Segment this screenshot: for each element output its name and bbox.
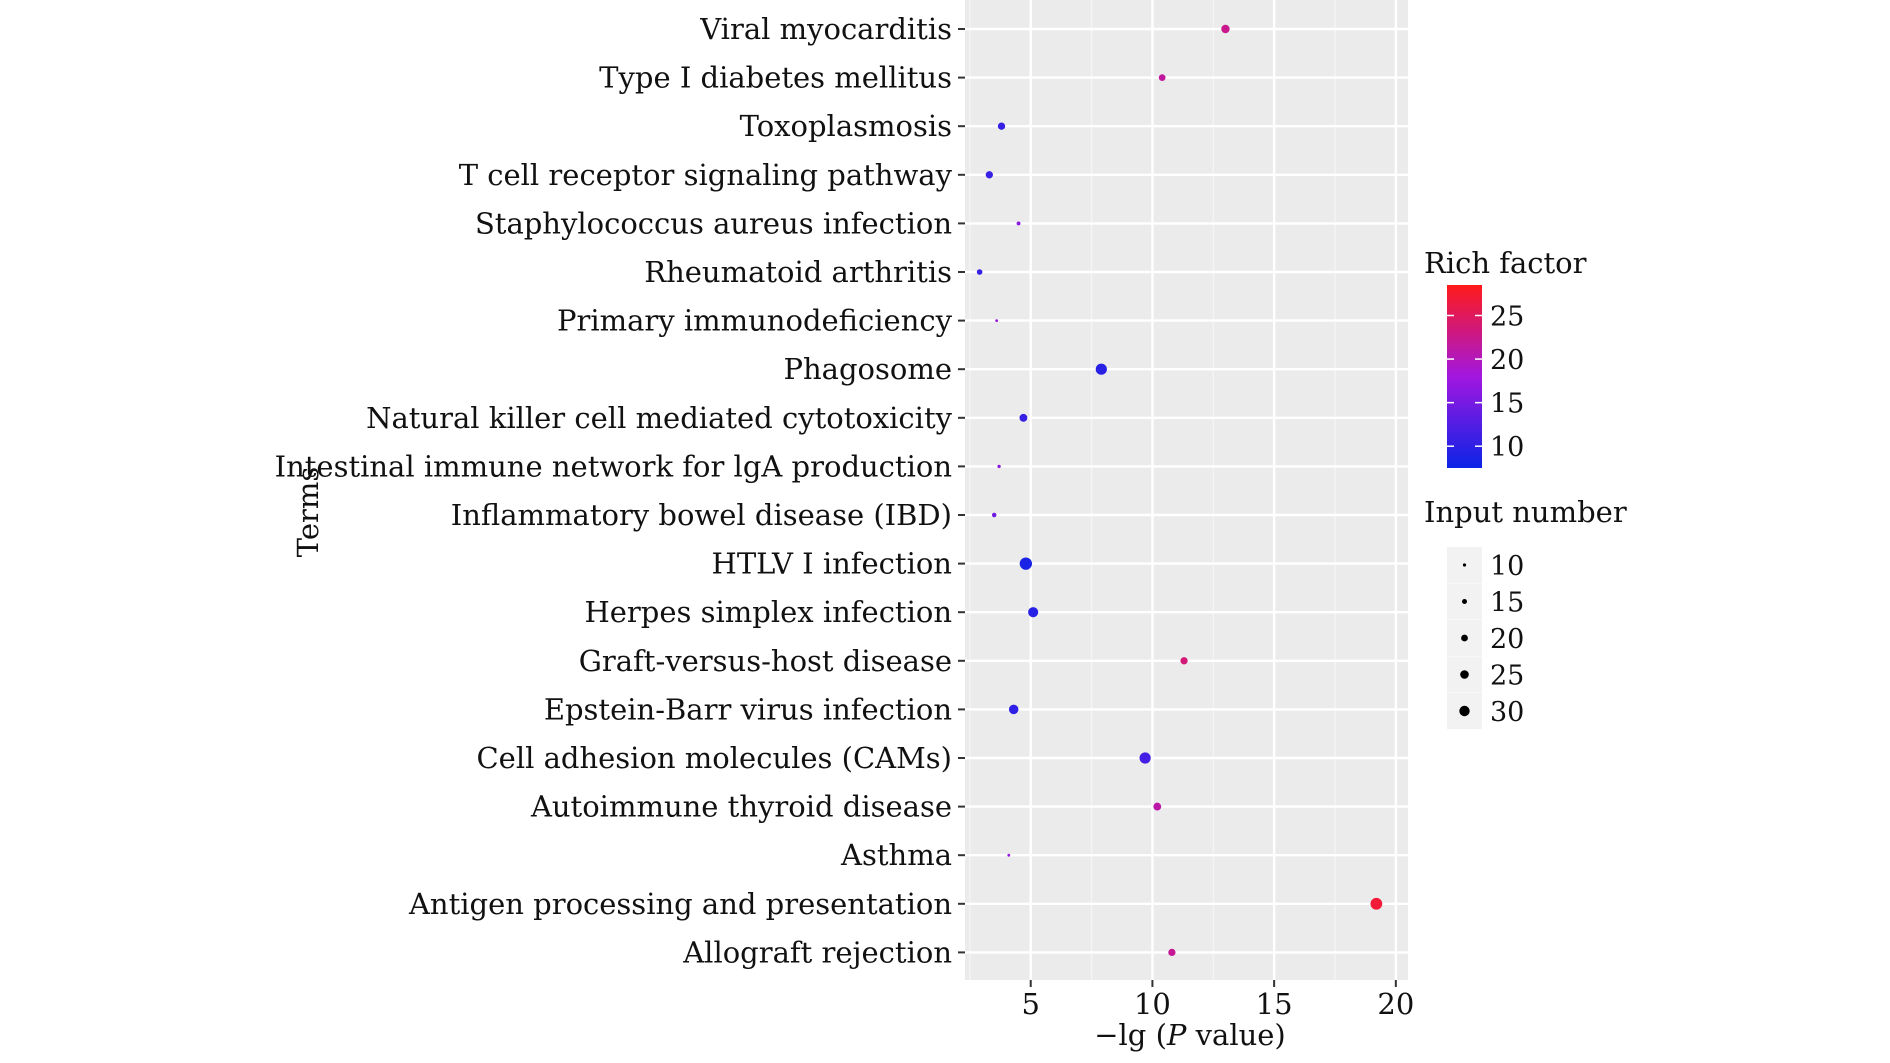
data-point <box>995 319 999 322</box>
data-point <box>997 464 1001 469</box>
data-point <box>1095 363 1107 375</box>
size-legend-label: 30 <box>1490 697 1524 728</box>
term-label: Cell adhesion molecules (CAMs) <box>476 741 952 775</box>
data-point <box>1139 752 1151 764</box>
color-legend: Rich factor 10 15 20 25 <box>1424 246 1587 468</box>
color-legend-label: 15 <box>1490 389 1524 420</box>
color-legend-title: Rich factor <box>1424 246 1587 280</box>
size-key-dot <box>1460 670 1469 679</box>
term-label: Allograft rejection <box>682 935 952 969</box>
term-label: Graft-versus-host disease <box>579 644 952 678</box>
term-label: Inflammatory bowel disease (IBD) <box>451 498 952 532</box>
size-legend-label: 20 <box>1490 624 1524 655</box>
term-label: T cell receptor signaling pathway <box>459 158 953 192</box>
data-point <box>1008 704 1019 715</box>
color-legend-bar <box>1447 285 1482 468</box>
term-label: Phagosome <box>783 352 952 386</box>
term-label: Type Ⅰ diabetes mellitus <box>599 61 952 95</box>
data-points <box>976 24 1383 957</box>
size-legend-label: 15 <box>1490 588 1524 619</box>
data-point <box>985 171 993 179</box>
data-point <box>1180 657 1188 665</box>
term-label: Viral myocarditis <box>699 12 952 46</box>
data-point <box>991 512 997 518</box>
data-point <box>1019 413 1028 422</box>
term-label: Herpes simplex infection <box>584 595 952 629</box>
x-tick-label: 5 <box>1021 987 1039 1021</box>
size-legend-label: 25 <box>1490 661 1524 692</box>
term-label: Toxoplasmosis <box>740 109 952 143</box>
size-legend-title: Input number <box>1424 495 1627 529</box>
data-point <box>1221 24 1230 34</box>
term-label: Rheumatoid arthritis <box>644 255 952 289</box>
data-point <box>1028 607 1039 618</box>
data-point <box>1016 221 1021 226</box>
size-legend-label: 10 <box>1490 551 1524 582</box>
term-label: Antigen processing and presentation <box>408 887 952 921</box>
data-point <box>1370 897 1383 910</box>
size-key-dot <box>1462 563 1467 567</box>
x-tick-label: 15 <box>1256 987 1293 1021</box>
data-point <box>997 122 1006 130</box>
term-label: Intestinal immune network for lgA produc… <box>275 449 952 483</box>
y-axis: Viral myocarditis Type Ⅰ diabetes mellitu… <box>275 12 965 969</box>
data-point <box>1158 74 1166 81</box>
color-legend-label: 25 <box>1490 302 1524 333</box>
color-legend-label: 20 <box>1490 345 1524 376</box>
plot-panel <box>965 0 1408 980</box>
x-tick-label: 10 <box>1134 987 1171 1021</box>
data-point <box>1153 802 1162 811</box>
term-label: Staphylococcus aureus infection <box>475 206 952 240</box>
term-label: Natural killer cell mediated cytotoxicit… <box>366 401 952 435</box>
data-point <box>976 269 983 275</box>
x-tick-label: 20 <box>1377 987 1414 1021</box>
size-key-dot <box>1461 634 1468 642</box>
term-label: Asthma <box>840 838 952 872</box>
size-key-dot <box>1459 705 1470 717</box>
size-legend: Input number 10 15 20 25 30 <box>1424 495 1627 729</box>
term-label: Epstein-Barr virus infection <box>544 692 952 726</box>
size-key-dot <box>1462 599 1467 604</box>
y-axis-title: Terms <box>291 467 325 558</box>
data-point <box>1019 557 1033 570</box>
minor-gridlines <box>969 0 1336 980</box>
term-label: Primary immunodeficiency <box>557 304 953 338</box>
x-axis-title: −lg (P value) <box>1094 1018 1286 1052</box>
x-axis: 5 10 15 20 <box>1021 980 1414 1021</box>
color-legend-label: 10 <box>1490 432 1524 463</box>
data-point <box>1007 853 1011 857</box>
term-label: Autoimmune thyroid disease <box>530 790 952 824</box>
term-label: HTLV Ⅰ infection <box>712 547 952 581</box>
data-point <box>1168 948 1176 957</box>
